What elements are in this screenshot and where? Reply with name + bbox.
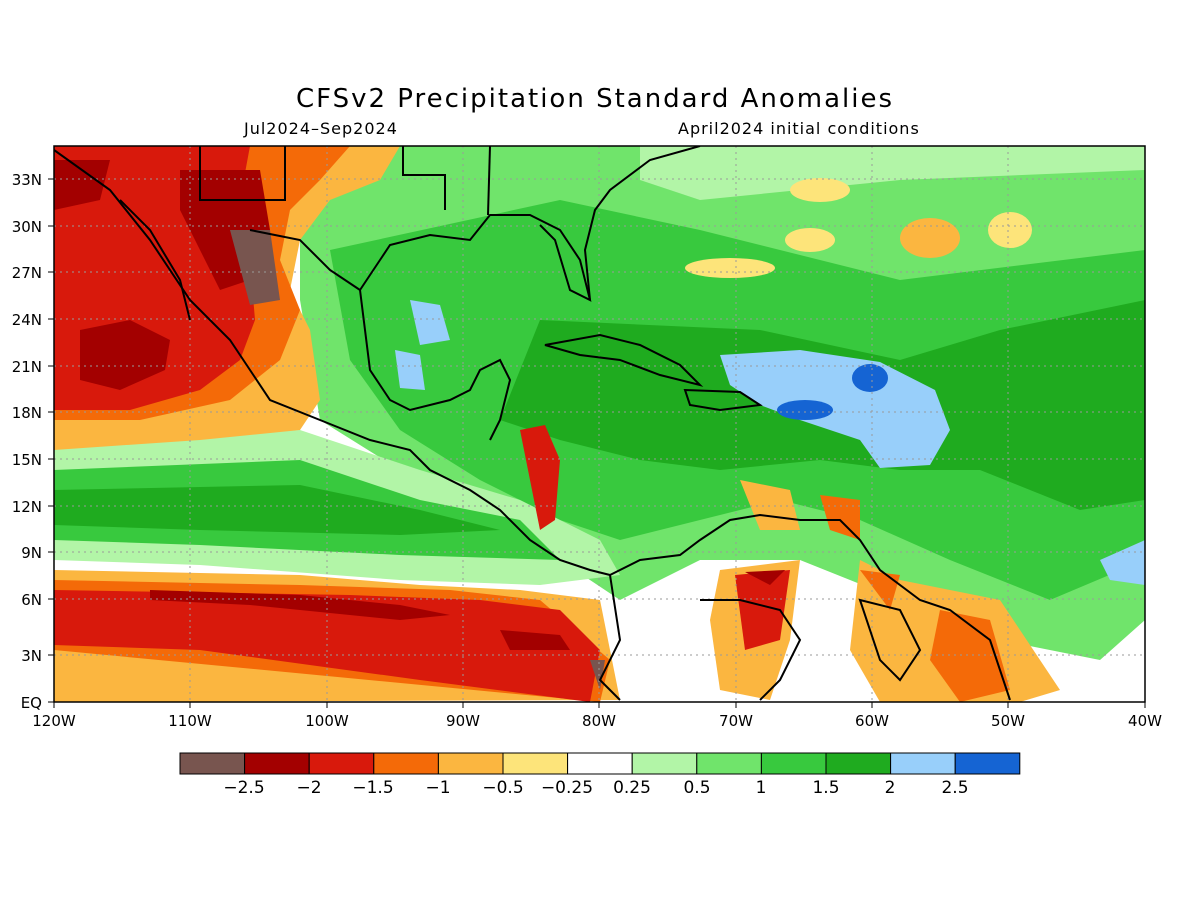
initial-conditions: April2024 initial conditions [678, 119, 920, 138]
lat-label: 12N [12, 498, 42, 516]
lat-label: EQ [21, 694, 42, 712]
anomaly-field [54, 146, 1145, 702]
legend-label: −0.5 [482, 778, 523, 798]
legend-label: 1.5 [812, 778, 839, 798]
legend-label: −1 [425, 778, 450, 798]
lon-label: 50W [991, 712, 1025, 730]
legend-swatch [631, 752, 698, 775]
map-title: CFSv2 Precipitation Standard Anomalies [295, 84, 895, 114]
lat-label: 15N [12, 451, 42, 469]
legend-swatch [308, 752, 375, 775]
legend-label: 2.5 [941, 778, 968, 798]
lon-label: 90W [446, 712, 480, 730]
legend-swatch [825, 752, 892, 775]
legend-colorbar [179, 752, 1021, 775]
coastlines [54, 146, 1011, 701]
lat-label: 27N [12, 264, 42, 282]
lon-label: 100W [305, 712, 349, 730]
legend-swatch [244, 752, 310, 775]
legend-label: −2.5 [223, 778, 264, 798]
legend-label: 0.5 [683, 778, 710, 798]
legend-label: 2 [885, 778, 896, 798]
legend-label: 0.25 [613, 778, 651, 798]
tick-marks [48, 178, 1146, 708]
forecast-period: Jul2024–Sep2024 [244, 119, 398, 138]
grid-lines [54, 146, 1145, 702]
lat-label: 18N [12, 404, 42, 422]
lat-label: 33N [12, 171, 42, 189]
legend-swatch [373, 752, 439, 775]
legend-label: −0.25 [541, 778, 593, 798]
legend-swatch [760, 752, 827, 775]
lon-label: 120W [32, 712, 76, 730]
legend-labels: −2.5 −2 −1.5 −1 −0.5 −0.25 0.25 0.5 1 1.… [223, 778, 968, 798]
legend-swatch [437, 752, 504, 775]
legend-swatch [502, 752, 569, 775]
latitude-labels: 33N 30N 27N 24N 21N 18N 15N 12N 9N 6N 3N… [12, 171, 42, 712]
lat-label: 30N [12, 218, 42, 236]
lat-label: 21N [12, 358, 42, 376]
lon-label: 70W [719, 712, 753, 730]
lat-label: 24N [12, 311, 42, 329]
lon-label: 60W [855, 712, 889, 730]
legend-label: 1 [756, 778, 767, 798]
legend-swatch [696, 752, 762, 775]
lon-label: 80W [582, 712, 616, 730]
lat-label: 3N [21, 647, 42, 665]
lat-label: 9N [21, 544, 42, 562]
lon-label: 110W [168, 712, 212, 730]
lon-label: 40W [1128, 712, 1162, 730]
legend-swatch [179, 752, 246, 775]
legend-swatch [890, 752, 956, 775]
legend-label: −2 [296, 778, 321, 798]
lat-label: 6N [21, 591, 42, 609]
legend-swatch [567, 752, 633, 775]
legend-label: −1.5 [352, 778, 393, 798]
longitude-labels: 120W 110W 100W 90W 80W 70W 60W 50W 40W [32, 712, 1162, 730]
legend-swatch [954, 752, 1021, 775]
